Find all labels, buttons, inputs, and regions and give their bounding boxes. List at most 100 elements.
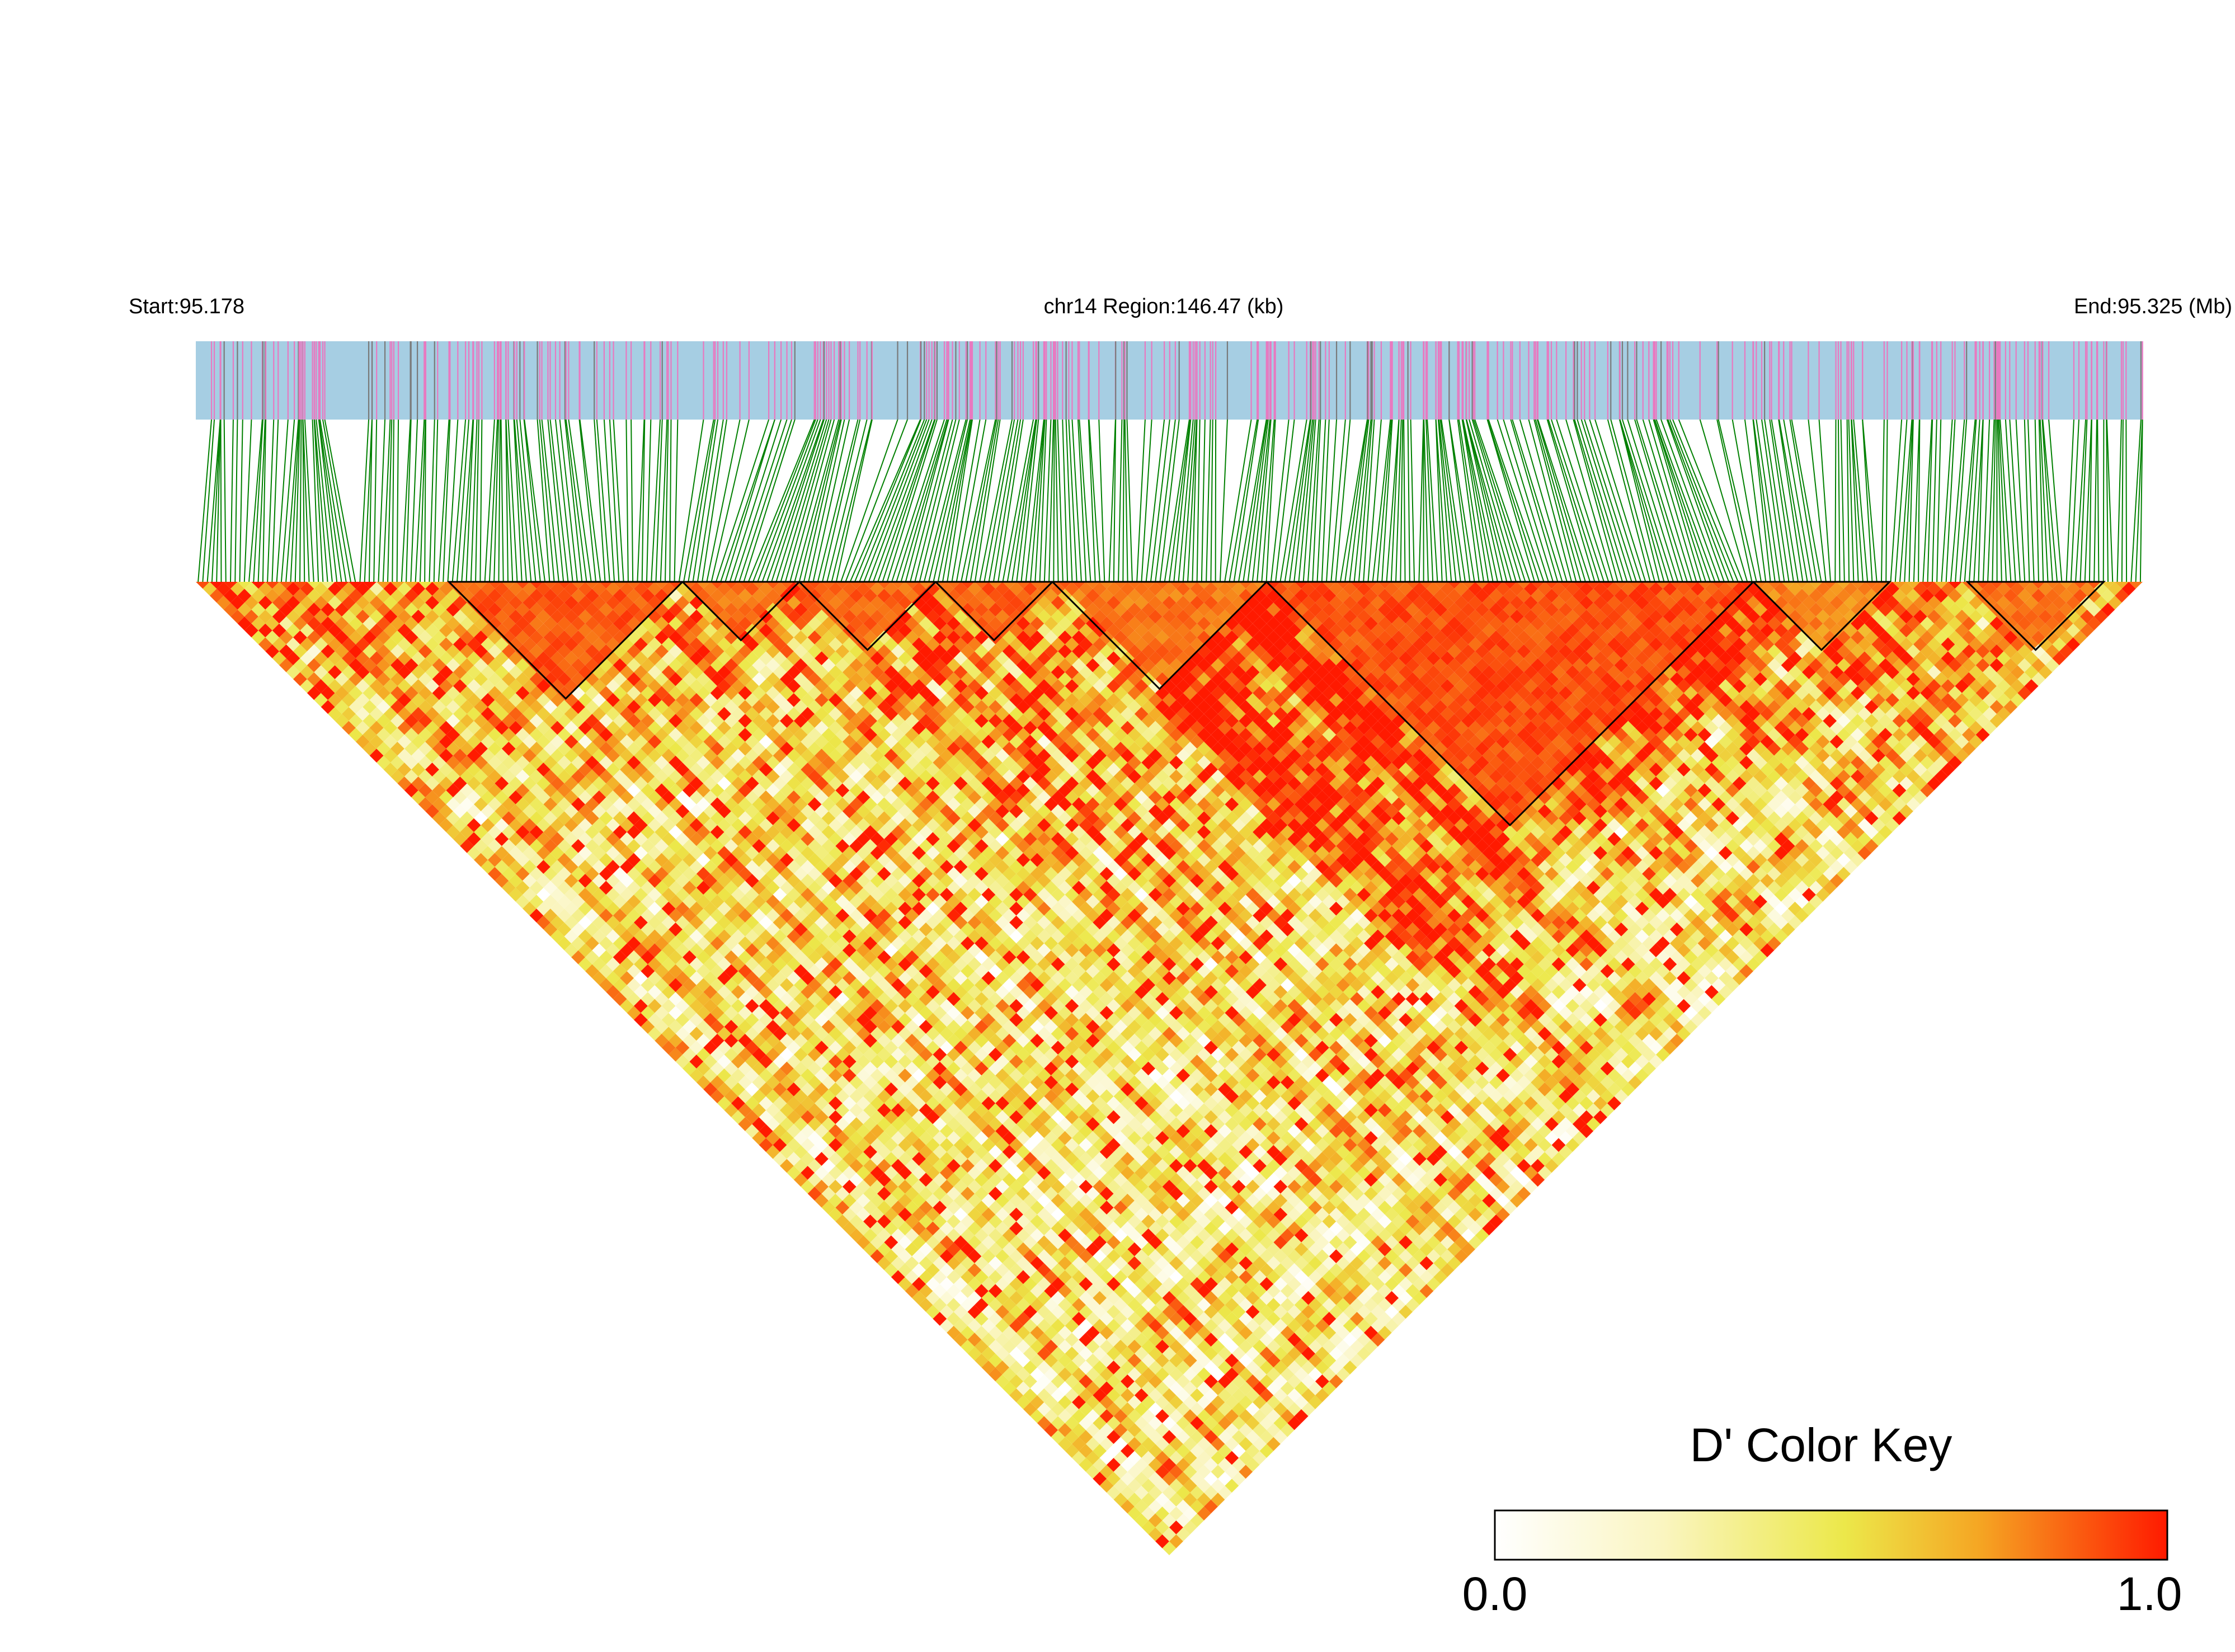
heatmap-cell (342, 582, 356, 596)
heatmap-cell (1058, 1201, 1072, 1215)
heatmap-cell (1259, 1416, 1274, 1430)
heatmap-cell (1141, 1312, 1156, 1326)
heatmap-cell (342, 707, 356, 721)
heatmap-cell (1079, 1207, 1093, 1222)
heatmap-cell (1127, 1493, 1142, 1507)
snp-connector (373, 419, 378, 582)
heatmap-cell (829, 1069, 843, 1082)
heatmap-cell (620, 846, 634, 860)
heatmap-cell (1141, 1507, 1156, 1521)
snp-connector (1016, 419, 1037, 582)
heatmap-cell (613, 839, 627, 853)
heatmap-cell (780, 1033, 794, 1048)
heatmap-cell (355, 707, 370, 721)
snp-connector (1312, 419, 1321, 582)
heatmap-cell (1245, 1374, 1260, 1389)
heatmap-cell (815, 929, 829, 944)
heatmap-cell (1072, 1437, 1086, 1451)
heatmap-cell (773, 901, 787, 916)
heatmap-cell (557, 755, 572, 770)
heatmap-cell (1267, 1409, 1281, 1423)
heatmap-cell (1093, 1416, 1107, 1430)
heatmap-cell (981, 1333, 996, 1347)
heatmap-cell (675, 776, 690, 790)
heatmap-cell (1121, 1416, 1135, 1430)
heatmap-cell (543, 658, 558, 672)
heatmap-cell (669, 769, 683, 784)
heatmap-cell (661, 790, 676, 804)
heatmap-cell (683, 936, 697, 950)
snp-connector (1381, 419, 1393, 582)
heatmap-cell (1239, 1451, 1253, 1465)
heatmap-cell (1058, 1187, 1072, 1201)
heatmap-cell (613, 853, 627, 867)
heatmap-cell (557, 825, 572, 839)
heatmap-cell (363, 658, 377, 672)
heatmap-cell (995, 1374, 1010, 1389)
snp-connector (461, 419, 474, 582)
snp-connector (1584, 419, 1637, 582)
heatmap-cell (1023, 1235, 1037, 1250)
heatmap-cell (967, 1138, 982, 1152)
heatmap-cell (307, 589, 321, 603)
heatmap-cell (856, 957, 871, 971)
heatmap-cell (863, 1103, 877, 1117)
heatmap-cell (293, 582, 307, 589)
heatmap-cell (578, 860, 592, 874)
heatmap-cell (1065, 1207, 1079, 1222)
heatmap-cell (745, 1013, 759, 1027)
heatmap-cell (1141, 1270, 1156, 1284)
heatmap-cell (1197, 1284, 1211, 1298)
heatmap-cell (647, 763, 662, 776)
heatmap-cell (953, 1249, 968, 1263)
heatmap-cell (627, 909, 641, 923)
heatmap-cell (912, 1110, 926, 1124)
heatmap-cell (446, 672, 460, 686)
heatmap-cell (947, 1215, 961, 1229)
heatmap-cell (1079, 1179, 1093, 1194)
snp-connector (743, 419, 796, 582)
heatmap-cell (550, 763, 564, 776)
heatmap-cell (703, 971, 718, 985)
heatmap-cell (1009, 1124, 1023, 1138)
heatmap-cell (1294, 1381, 1309, 1396)
heatmap-cell (1127, 1270, 1142, 1284)
heatmap-cell (411, 609, 426, 624)
snp-connector (1565, 419, 1614, 582)
snp-connector (498, 419, 501, 582)
heatmap-cell (821, 1159, 836, 1173)
heatmap-cell (439, 763, 453, 776)
heatmap-cell (835, 909, 850, 923)
heatmap-cell (655, 811, 669, 825)
heatmap-cell (1023, 1166, 1037, 1180)
heatmap-cell (432, 811, 446, 825)
heatmap-cell (815, 1138, 829, 1152)
heatmap-cell (731, 985, 745, 999)
heatmap-cell (912, 1055, 926, 1069)
heatmap-cell (529, 867, 544, 881)
heatmap-cell (411, 651, 426, 666)
heatmap-cell (1009, 1291, 1023, 1305)
snp-connector (891, 419, 945, 582)
snp-connector (919, 419, 960, 582)
heatmap-cell (1176, 1291, 1191, 1305)
heatmap-cell (647, 957, 662, 971)
heatmap-cell (1127, 1381, 1142, 1396)
heatmap-cell (529, 755, 544, 770)
heatmap-cell (1113, 1256, 1128, 1270)
heatmap-cell (523, 595, 537, 610)
heatmap-cell (543, 686, 558, 700)
heatmap-cell (905, 992, 919, 1006)
heatmap-cell (1218, 1361, 1232, 1375)
snp-connector (1927, 419, 1933, 582)
heatmap-cell (1141, 1479, 1156, 1493)
heatmap-cell (1093, 1430, 1107, 1444)
snp-connector (1899, 419, 1913, 582)
heatmap-cell (1051, 1333, 1065, 1347)
heatmap-cell (724, 1075, 738, 1090)
heatmap-cell (321, 686, 335, 700)
heatmap-cell (488, 867, 502, 881)
heatmap-cell (377, 686, 390, 700)
heatmap-cell (835, 1033, 850, 1048)
heatmap-cell (1183, 1465, 1197, 1479)
